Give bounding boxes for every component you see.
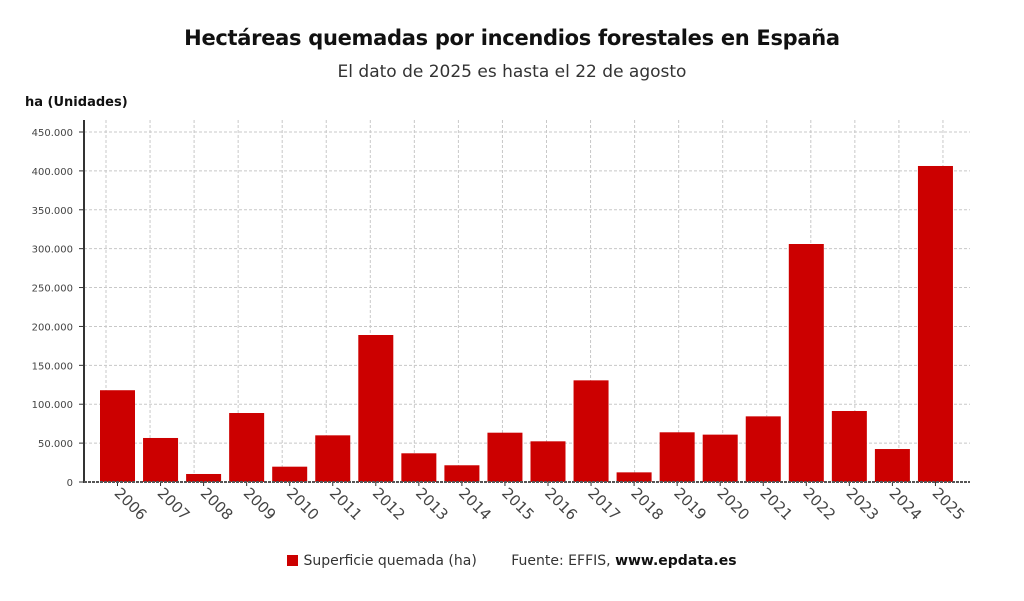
bar-2014[interactable] (444, 465, 480, 482)
x-tick-label: 2016 (541, 484, 581, 524)
x-tick-labels: 2006 2007 2008 2009 2010 2011 2012 2013 2014 2015… (111, 484, 969, 524)
x-tick-label: 2007 (154, 484, 194, 524)
x-tick-label: 2009 (240, 484, 280, 524)
bar-2025[interactable] (917, 165, 953, 482)
bar-2019[interactable] (659, 432, 695, 482)
source-credit: Fuente: EFFIS, www.epdata.es (511, 553, 736, 569)
bar-2023[interactable] (831, 410, 867, 482)
x-tick-label: 2020 (713, 484, 753, 524)
y-tick-label: 200.000 (32, 322, 73, 333)
x-tick-label: 2012 (369, 484, 409, 524)
bar-2020[interactable] (702, 434, 738, 482)
x-tick-label: 2024 (886, 484, 926, 524)
legend-label: Superficie quemada (ha) (303, 553, 477, 569)
y-tick-label: 400.000 (32, 167, 73, 178)
bars (100, 165, 953, 482)
bar-2007[interactable] (143, 437, 179, 482)
x-tick-label: 2015 (498, 484, 538, 524)
y-tick-label: 100.000 (32, 400, 73, 411)
y-axis-label: ha (Unidades) (25, 95, 128, 110)
bar-2018[interactable] (616, 472, 652, 482)
bar-2017[interactable] (573, 380, 609, 482)
x-tick-label: 2010 (283, 484, 323, 524)
x-tick-label: 2014 (455, 484, 495, 524)
legend: Superficie quemada (ha) Fuente: EFFIS, w… (0, 553, 1024, 569)
legend-swatch (287, 555, 299, 566)
source-site[interactable]: www.epdata.es (615, 553, 737, 569)
x-tick-label: 2006 (111, 484, 151, 524)
axes (79, 120, 970, 486)
bar-2015[interactable] (487, 432, 523, 482)
bar-2016[interactable] (530, 441, 566, 482)
bar-2010[interactable] (272, 466, 308, 482)
x-tick-label: 2022 (799, 484, 839, 524)
chart-subtitle: El dato de 2025 es hasta el 22 de agosto (337, 62, 687, 82)
bar-2008[interactable] (186, 473, 222, 482)
bar-2012[interactable] (358, 335, 394, 482)
x-tick-label: 2023 (843, 484, 883, 524)
x-tick-label: 2017 (584, 484, 624, 524)
bar-2022[interactable] (788, 244, 824, 482)
bar-2024[interactable] (874, 449, 910, 482)
y-tick-label: 350.000 (32, 206, 73, 217)
x-tick-label: 2018 (627, 484, 667, 524)
chart-title: Hectáreas quemadas por incendios foresta… (184, 26, 840, 50)
y-tick-label: 50.000 (38, 439, 73, 450)
y-tick-label: 0 (67, 478, 73, 489)
legend-item: Superficie quemada (ha) (287, 553, 477, 569)
bar-2013[interactable] (401, 453, 437, 482)
x-tick-label: 2013 (412, 484, 452, 524)
y-tick-label: 250.000 (32, 284, 73, 295)
x-tick-label: 2021 (756, 484, 796, 524)
bar-2021[interactable] (745, 416, 781, 482)
y-tick-label: 450.000 (32, 128, 73, 139)
y-tick-label: 300.000 (32, 245, 73, 256)
y-tick-label: 150.000 (32, 361, 73, 372)
source-prefix: Fuente: EFFIS, (511, 553, 616, 569)
x-tick-label: 2008 (197, 484, 237, 524)
x-tick-label: 2011 (326, 484, 366, 524)
x-tick-label: 2025 (929, 484, 969, 524)
bar-2009[interactable] (229, 413, 265, 482)
y-tick-labels: 0 50.000 100.000 150.000 200.000 250.000 300.0… (32, 128, 73, 489)
bar-2006[interactable] (100, 390, 135, 482)
x-tick-label: 2019 (670, 484, 710, 524)
bar-2011[interactable] (315, 435, 351, 482)
